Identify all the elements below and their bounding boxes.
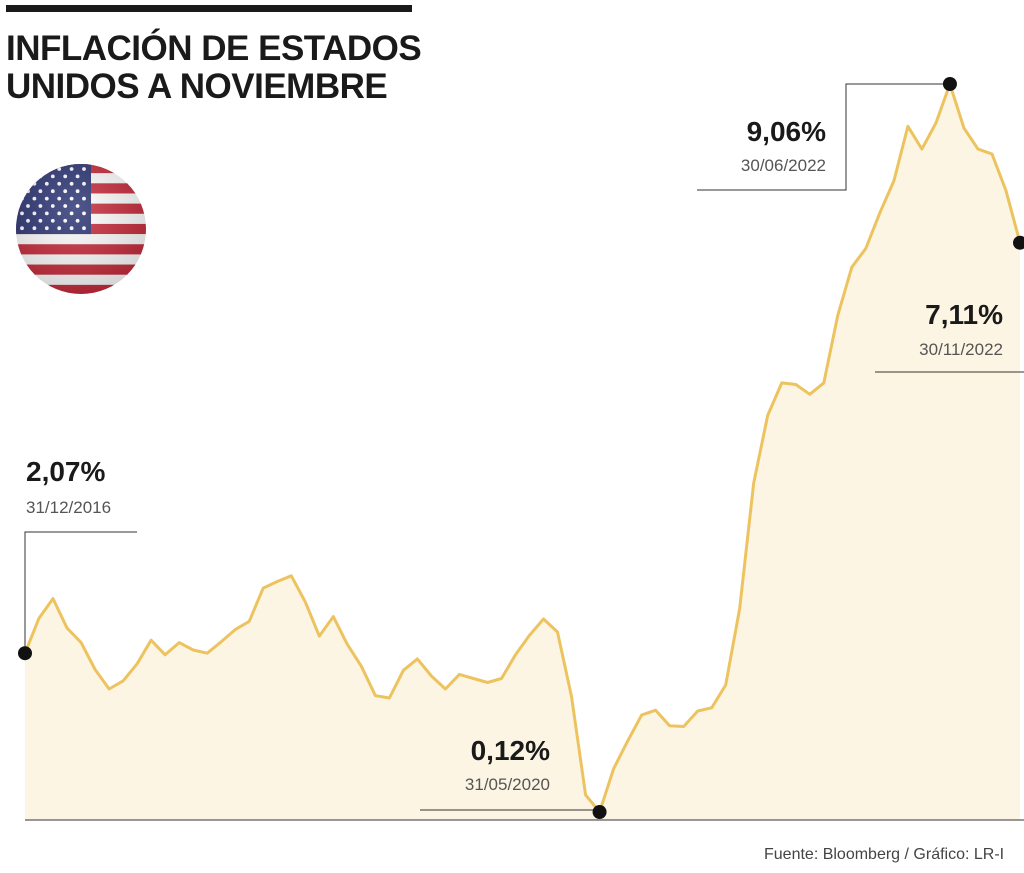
source-credit: Fuente: Bloomberg / Gráfico: LR-I [764, 846, 1005, 863]
label-date-2020: 31/05/2020 [465, 775, 550, 794]
leader-line-2 [697, 83, 950, 191]
series-line [23, 82, 1022, 814]
title-line-2: UNIDOS A NOVIEMBRE [6, 67, 388, 106]
label-value-jun2022: 9,06% [747, 116, 826, 147]
leader-line-0 [24, 531, 137, 654]
label-date-jun2022: 30/06/2022 [741, 156, 826, 175]
title-line-1: INFLACIÓN DE ESTADOS [6, 29, 422, 68]
us-flag-icon [16, 164, 146, 294]
label-value-nov2022: 7,11% [925, 299, 1003, 330]
area-fill [25, 84, 1020, 820]
label-date-nov2022: 30/11/2022 [919, 340, 1003, 359]
marker-3 [1013, 235, 1024, 250]
label-date-2016: 31/12/2016 [26, 498, 111, 517]
label-value-2016: 2,07% [26, 456, 105, 487]
marker-1 [592, 805, 607, 819]
marker-0 [18, 646, 32, 661]
marker-2 [942, 77, 957, 91]
top-rule [6, 5, 412, 12]
chart-title: INFLACIÓN DE ESTADOS UNIDOS A NOVIEMBRE [6, 30, 426, 106]
label-value-2020: 0,12% [471, 735, 550, 766]
